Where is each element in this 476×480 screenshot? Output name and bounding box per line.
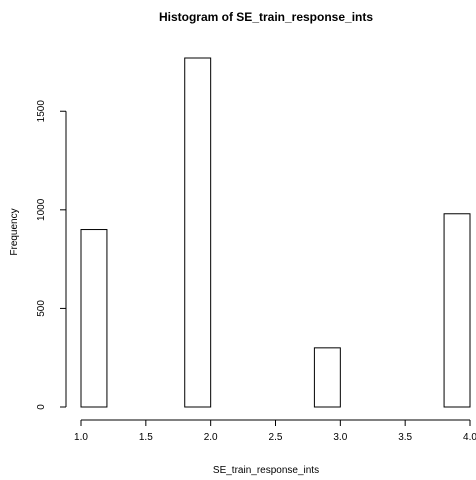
y-tick-label: 500 [36, 300, 47, 317]
x-axis: 1.0 1.5 2.0 2.5 3.0 3.5 4.0 [74, 419, 476, 443]
x-tick-label: 3.0 [333, 432, 347, 443]
x-tick-label: 2.0 [204, 432, 218, 443]
x-tick-label: 2.5 [269, 432, 283, 443]
bars-group [80, 57, 471, 408]
x-tick-label: 1.0 [74, 432, 88, 443]
histogram-bar [443, 213, 471, 408]
chart-title: Histogram of SE_train_response_ints [159, 10, 373, 24]
x-tick-label: 1.5 [139, 432, 153, 443]
x-axis-label: SE_train_response_ints [213, 465, 319, 476]
histogram-bar [313, 347, 341, 408]
x-tick-label: 4.0 [463, 432, 476, 443]
y-axis: 0 500 1000 1500 [36, 100, 67, 410]
x-tick-label: 3.5 [398, 432, 412, 443]
y-axis-label: Frequency [9, 208, 20, 255]
y-tick-label: 1500 [36, 100, 47, 123]
histogram-bar [80, 229, 108, 408]
y-tick-label: 0 [36, 404, 47, 410]
y-tick-label: 1000 [36, 198, 47, 221]
histogram-bar [184, 57, 212, 408]
